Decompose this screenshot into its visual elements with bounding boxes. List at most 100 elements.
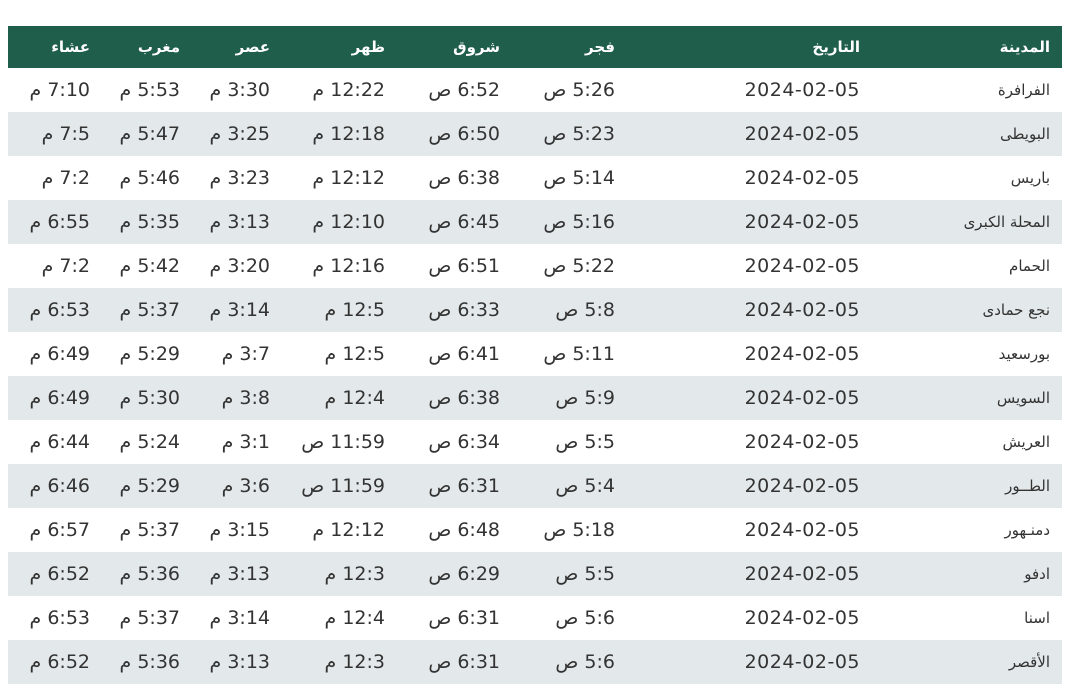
cell-maghrib: 5:37 م xyxy=(119,519,180,541)
cell-fajr: 5:23 ص xyxy=(543,123,615,145)
cell-isha: 7:2 م xyxy=(41,167,90,189)
cell-date: 2024-02-05 xyxy=(744,387,860,409)
cell-isha: 6:46 م xyxy=(29,475,90,497)
cell-asr: 3:6 م xyxy=(221,475,270,497)
cell-date: 2024-02-05 xyxy=(744,343,860,365)
header-row: المدينة التاريخ فجر شروق ظهر عصر مغرب عش… xyxy=(8,26,1062,68)
cell-dhuhr: 12:12 م xyxy=(312,519,385,541)
table-row: نجع حمادى 2024-02-05 5:8 ص 6:33 ص 12:5 م 3:14… xyxy=(8,288,1062,332)
cell-maghrib: 5:46 م xyxy=(119,167,180,189)
cell-isha: 7:5 م xyxy=(41,123,90,145)
cell-maghrib: 5:36 م xyxy=(119,563,180,585)
table-row: المحلة الكبرى 2024-02-05 5:16 ص 6:45 ص 12:10… xyxy=(8,200,1062,244)
cell-date: 2024-02-05 xyxy=(744,475,860,497)
header-dhuhr: ظهر xyxy=(351,38,385,56)
cell-fajr: 5:18 ص xyxy=(543,519,615,541)
cell-asr: 3:23 م xyxy=(209,167,270,189)
cell-maghrib: 5:30 م xyxy=(119,387,180,409)
cell-asr: 3:15 م xyxy=(209,519,270,541)
cell-city: الأقصر xyxy=(1008,653,1050,671)
header-city: المدينة xyxy=(999,38,1050,56)
cell-sunrise: 6:45 ص xyxy=(428,211,500,233)
cell-fajr: 5:5 ص xyxy=(555,431,615,453)
cell-sunrise: 6:33 ص xyxy=(428,299,500,321)
cell-city: المحلة الكبرى xyxy=(963,213,1050,231)
table-body: الفرافرة 2024-02-05 5:26 ص 6:52 ص 12:22 م 3:3… xyxy=(8,68,1062,684)
table-row: الطــور 2024-02-05 5:4 ص 6:31 ص 11:59 ص 3:6 م… xyxy=(8,464,1062,508)
table-row: ادفو 2024-02-05 5:5 ص 6:29 ص 12:3 م 3:13 م 5:3… xyxy=(8,552,1062,596)
cell-fajr: 5:26 ص xyxy=(543,79,615,101)
header-maghrib: مغرب xyxy=(137,38,180,56)
header-asr: عصر xyxy=(235,38,270,56)
header-date: التاريخ xyxy=(812,38,860,56)
cell-dhuhr: 12:3 م xyxy=(324,563,385,585)
cell-dhuhr: 12:16 م xyxy=(312,255,385,277)
cell-fajr: 5:4 ص xyxy=(555,475,615,497)
cell-isha: 7:10 م xyxy=(29,79,90,101)
table-row: الفرافرة 2024-02-05 5:26 ص 6:52 ص 12:22 م 3:3… xyxy=(8,68,1062,112)
cell-sunrise: 6:38 ص xyxy=(428,387,500,409)
cell-asr: 3:13 م xyxy=(209,563,270,585)
cell-dhuhr: 11:59 ص xyxy=(301,475,385,497)
cell-date: 2024-02-05 xyxy=(744,299,860,321)
cell-dhuhr: 12:18 م xyxy=(312,123,385,145)
cell-maghrib: 5:24 م xyxy=(119,431,180,453)
cell-sunrise: 6:31 ص xyxy=(428,475,500,497)
cell-asr: 3:7 م xyxy=(221,343,270,365)
cell-asr: 3:14 م xyxy=(209,299,270,321)
cell-asr: 3:8 م xyxy=(221,387,270,409)
cell-isha: 6:49 م xyxy=(29,387,90,409)
cell-asr: 3:13 م xyxy=(209,211,270,233)
cell-city: باريس xyxy=(1010,169,1050,187)
cell-asr: 3:1 م xyxy=(221,431,270,453)
cell-isha: 6:44 م xyxy=(29,431,90,453)
cell-sunrise: 6:31 ص xyxy=(428,651,500,673)
cell-isha: 6:52 م xyxy=(29,651,90,673)
cell-dhuhr: 12:22 م xyxy=(312,79,385,101)
cell-city: الحمام xyxy=(1009,257,1050,275)
cell-city: الطــور xyxy=(1005,477,1050,495)
cell-date: 2024-02-05 xyxy=(744,607,860,629)
cell-isha: 6:49 م xyxy=(29,343,90,365)
cell-isha: 7:2 م xyxy=(41,255,90,277)
table-row: دمنـهور 2024-02-05 5:18 ص 6:48 ص 12:12 م 3:15… xyxy=(8,508,1062,552)
cell-date: 2024-02-05 xyxy=(744,79,860,101)
cell-isha: 6:55 م xyxy=(29,211,90,233)
cell-city: دمنـهور xyxy=(1004,521,1050,539)
cell-dhuhr: 12:4 م xyxy=(324,607,385,629)
cell-fajr: 5:22 ص xyxy=(543,255,615,277)
cell-isha: 6:53 م xyxy=(29,299,90,321)
cell-date: 2024-02-05 xyxy=(744,211,860,233)
cell-maghrib: 5:29 م xyxy=(119,475,180,497)
table-row: العريش 2024-02-05 5:5 ص 6:34 ص 11:59 ص 3:1 م 5… xyxy=(8,420,1062,464)
cell-dhuhr: 12:5 م xyxy=(324,299,385,321)
cell-maghrib: 5:35 م xyxy=(119,211,180,233)
table-header: المدينة التاريخ فجر شروق ظهر عصر مغرب عش… xyxy=(8,26,1062,68)
cell-fajr: 5:8 ص xyxy=(555,299,615,321)
cell-date: 2024-02-05 xyxy=(744,255,860,277)
cell-city: ادفو xyxy=(1024,565,1050,583)
table-row: اسنا 2024-02-05 5:6 ص 6:31 ص 12:4 م 3:14 م 5:3… xyxy=(8,596,1062,640)
cell-fajr: 5:6 ص xyxy=(555,607,615,629)
cell-isha: 6:57 م xyxy=(29,519,90,541)
cell-fajr: 5:9 ص xyxy=(555,387,615,409)
table-row: البويطى 2024-02-05 5:23 ص 6:50 ص 12:18 م 3:25… xyxy=(8,112,1062,156)
cell-dhuhr: 12:4 م xyxy=(324,387,385,409)
cell-asr: 3:30 م xyxy=(209,79,270,101)
header-fajr: فجر xyxy=(585,38,615,56)
cell-dhuhr: 12:10 م xyxy=(312,211,385,233)
cell-maghrib: 5:47 م xyxy=(119,123,180,145)
table-row: الأقصر 2024-02-05 5:6 ص 6:31 ص 12:3 م 3:13 م 5… xyxy=(8,640,1062,684)
cell-dhuhr: 12:3 م xyxy=(324,651,385,673)
table-row: السويس 2024-02-05 5:9 ص 6:38 ص 12:4 م 3:8 م 5:… xyxy=(8,376,1062,420)
cell-isha: 6:53 م xyxy=(29,607,90,629)
cell-maghrib: 5:36 م xyxy=(119,651,180,673)
cell-maghrib: 5:29 م xyxy=(119,343,180,365)
cell-asr: 3:14 م xyxy=(209,607,270,629)
cell-date: 2024-02-05 xyxy=(744,563,860,585)
cell-fajr: 5:6 ص xyxy=(555,651,615,673)
cell-city: البويطى xyxy=(1000,125,1050,143)
cell-maghrib: 5:37 م xyxy=(119,607,180,629)
prayer-times-table-container: المدينة التاريخ فجر شروق ظهر عصر مغرب عش… xyxy=(8,26,1062,684)
cell-city: بورسعيد xyxy=(998,345,1050,363)
